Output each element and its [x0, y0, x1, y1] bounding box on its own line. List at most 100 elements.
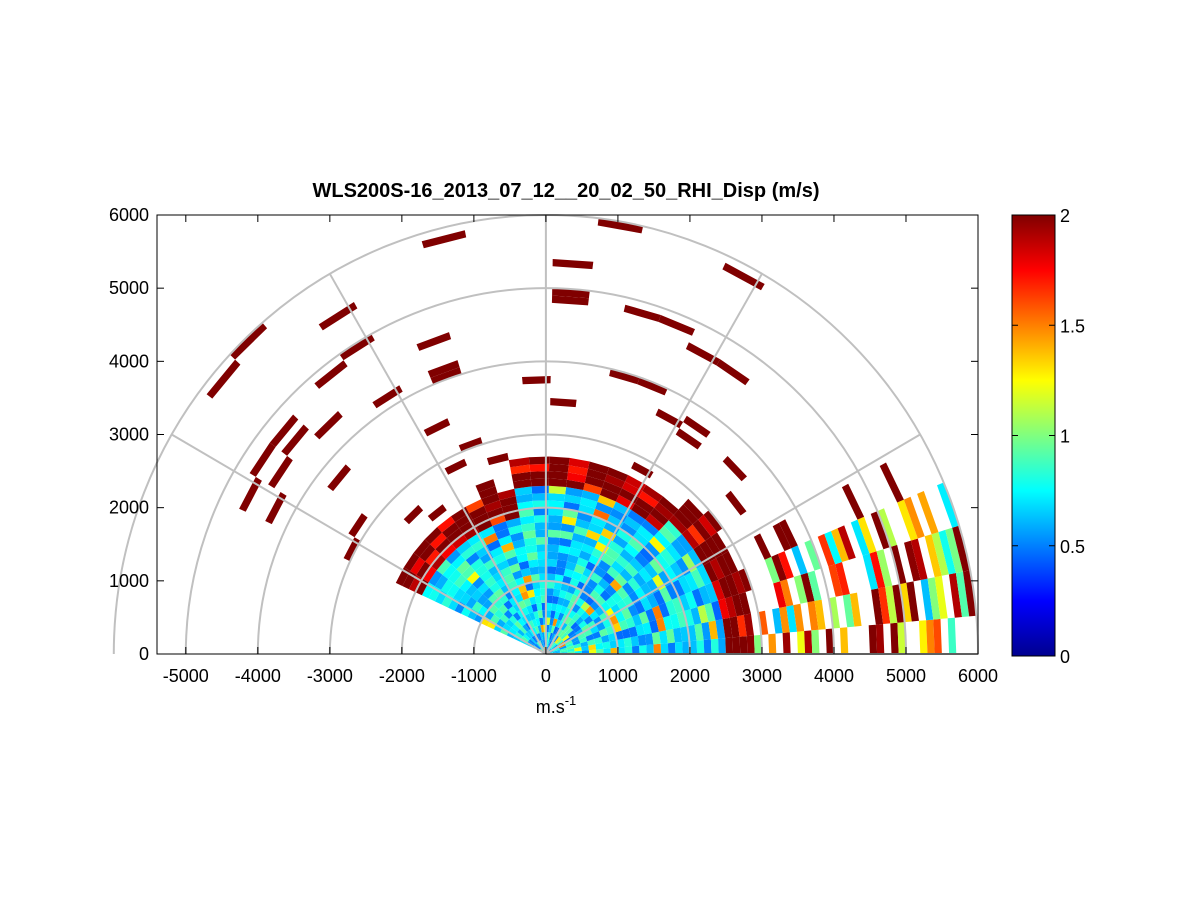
data-cell — [445, 549, 461, 565]
data-cell — [701, 621, 711, 640]
data-cell — [427, 504, 447, 522]
y-tick-label: 6000 — [109, 205, 149, 225]
data-cell — [541, 639, 545, 647]
data-cell — [831, 528, 849, 562]
data-cell — [593, 583, 605, 596]
data-cell — [786, 605, 797, 633]
data-cell — [557, 552, 569, 562]
data-cell — [550, 610, 556, 619]
data-cell — [811, 629, 820, 654]
data-cell — [649, 536, 666, 554]
data-cell — [772, 522, 792, 552]
data-cell — [548, 500, 565, 509]
data-cell — [534, 522, 549, 531]
data-cell — [555, 604, 563, 613]
data-cell — [681, 529, 700, 550]
data-cell — [948, 573, 962, 618]
data-cell — [615, 611, 626, 623]
data-cell — [780, 579, 794, 607]
data-cell — [590, 600, 601, 611]
data-cell — [581, 624, 590, 633]
data-cell — [516, 553, 528, 563]
data-cell — [598, 628, 608, 637]
data-cell — [878, 587, 891, 624]
data-cell — [870, 511, 891, 550]
data-cell — [552, 649, 560, 653]
data-cell — [490, 614, 500, 624]
y-tick-label: 5000 — [109, 278, 149, 298]
data-cell — [552, 588, 561, 597]
data-cell — [547, 580, 555, 589]
data-cell — [658, 602, 670, 618]
data-cell — [595, 642, 604, 650]
data-cell — [665, 583, 679, 600]
data-cell — [567, 601, 576, 611]
data-cell — [627, 509, 646, 526]
polar-grid — [112, 214, 979, 655]
data-cell — [579, 636, 588, 644]
data-cell — [684, 572, 699, 592]
data-cell — [771, 553, 787, 582]
data-cell — [574, 647, 582, 652]
data-cell — [687, 524, 706, 545]
data-cell — [779, 519, 798, 549]
data-cell — [555, 619, 562, 628]
data-cell — [578, 620, 588, 629]
data-cell — [904, 540, 921, 582]
data-cell — [590, 625, 599, 634]
data-cell — [560, 582, 570, 592]
data-cell — [549, 617, 554, 626]
data-cell — [499, 496, 517, 508]
data-cell — [548, 522, 562, 531]
data-cell — [531, 619, 538, 628]
data-cell — [546, 588, 554, 596]
data-cell — [537, 625, 542, 633]
data-cell — [927, 577, 941, 620]
data-cell — [549, 456, 570, 466]
data-cell — [476, 519, 493, 533]
data-cell — [675, 641, 683, 654]
data-cell — [517, 629, 525, 637]
data-cell — [498, 535, 513, 547]
data-cell — [554, 611, 560, 620]
data-cell — [649, 558, 664, 575]
data-cell — [773, 581, 787, 608]
data-cell — [484, 610, 495, 621]
data-cell — [575, 597, 585, 608]
y-tick-label: 3000 — [109, 425, 149, 445]
data-cell — [696, 640, 705, 654]
data-cell — [479, 526, 496, 539]
data-cell — [597, 559, 611, 573]
data-cell — [581, 645, 589, 651]
data-cell — [327, 464, 351, 492]
data-cell — [512, 539, 526, 549]
data-cell — [604, 584, 617, 597]
data-cell — [536, 603, 543, 611]
data-cell — [524, 613, 532, 622]
data-cell — [550, 398, 577, 408]
data-cell — [850, 519, 870, 556]
data-cell — [572, 639, 581, 646]
data-cell — [475, 479, 496, 493]
data-cell — [658, 496, 679, 515]
data-cell — [577, 632, 586, 640]
data-cell — [486, 539, 501, 552]
data-cell — [534, 644, 541, 650]
data-cell — [521, 636, 529, 643]
data-cell — [466, 571, 480, 585]
data-cell — [634, 600, 646, 614]
data-cell — [616, 528, 633, 543]
data-cell — [524, 582, 534, 591]
data-cell — [709, 558, 725, 580]
data-cell — [619, 548, 635, 563]
data-cell — [314, 411, 343, 440]
data-cell — [531, 627, 538, 635]
data-cell — [552, 618, 558, 627]
data-cell — [567, 465, 588, 476]
data-cell — [683, 415, 711, 438]
data-cell — [547, 639, 551, 648]
data-cell — [931, 532, 949, 576]
data-cell — [484, 500, 502, 513]
data-cell — [519, 515, 535, 525]
